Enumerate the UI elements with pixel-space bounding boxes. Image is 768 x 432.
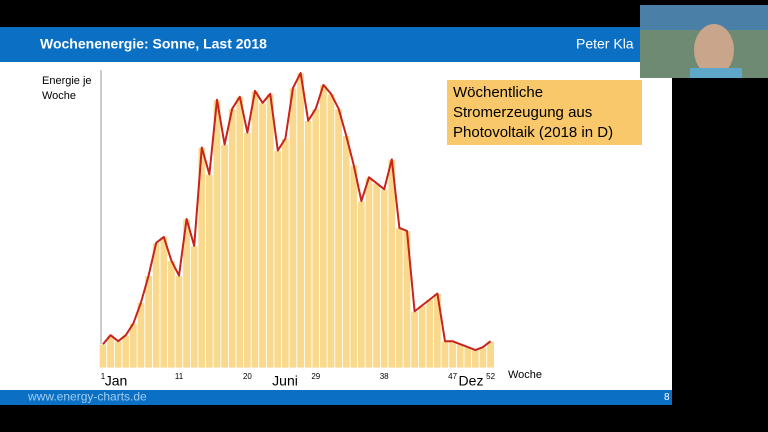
footer-url: www.energy-charts.de [27, 390, 147, 404]
webcam-banner [640, 5, 768, 30]
bar [106, 334, 115, 369]
bar [159, 236, 168, 369]
bar [326, 93, 336, 369]
bar [448, 340, 457, 369]
bar [189, 245, 199, 369]
bar [410, 310, 419, 369]
bar [471, 349, 480, 369]
bar [212, 99, 222, 369]
bar [258, 102, 267, 369]
bar [227, 108, 237, 369]
bar [235, 96, 244, 369]
bar [174, 275, 184, 369]
slide-title: Wochenenergie: Sonne, Last 2018 [40, 36, 267, 52]
bar [334, 108, 343, 369]
annotation-line: Photovoltaik (2018 in D) [453, 124, 613, 141]
footer-bar [0, 390, 672, 405]
month-label: Dez [459, 373, 484, 389]
month-label: Jan [105, 373, 128, 389]
annotation-line: Stromerzeugung aus [453, 104, 592, 121]
annotation-box [447, 80, 642, 145]
bar [288, 87, 298, 369]
bar [425, 299, 434, 369]
bar [205, 173, 214, 369]
bar [349, 164, 358, 369]
bar [243, 132, 252, 369]
bar [114, 340, 123, 369]
annotation-line: Wöchentliche [453, 84, 543, 101]
webcam-shirt [690, 68, 742, 78]
page-number: 8 [664, 392, 670, 403]
bar [144, 275, 153, 369]
bar [372, 182, 381, 369]
author: Peter Kla [576, 36, 634, 52]
bar [151, 242, 161, 369]
bar [121, 334, 130, 369]
bar [311, 108, 320, 369]
bar [129, 322, 138, 369]
month-label: Juni [272, 373, 298, 389]
bar [478, 346, 488, 369]
bar [364, 176, 374, 369]
bar [379, 188, 389, 369]
bar [486, 340, 495, 369]
x-axis-label: Woche [508, 369, 542, 381]
header-bar [0, 27, 672, 62]
bar [265, 93, 275, 369]
bar [273, 150, 282, 369]
bar [220, 144, 229, 369]
bar [357, 200, 366, 369]
bar [296, 72, 305, 369]
bar [455, 343, 465, 369]
x-tick-label: 38 [380, 372, 389, 381]
bar [341, 135, 351, 369]
webcam-face [694, 24, 734, 76]
x-tick-label: 29 [311, 372, 320, 381]
webcam [640, 5, 768, 78]
x-tick-label: 47 [448, 372, 457, 381]
bar [167, 260, 176, 369]
x-tick-label: 20 [243, 372, 252, 381]
bar [303, 120, 313, 369]
bar [319, 84, 328, 369]
bar [98, 343, 108, 369]
x-tick-label: 1 [101, 372, 106, 381]
bar [463, 346, 472, 369]
y-axis-label: Energie je Woche [42, 75, 92, 102]
line [102, 72, 492, 352]
bar [250, 90, 260, 369]
x-tick-label: 11 [175, 372, 184, 381]
bar [417, 305, 427, 369]
x-tick-label: 52 [486, 372, 495, 381]
bar [281, 138, 290, 369]
bar [440, 340, 450, 369]
bar [395, 227, 404, 369]
